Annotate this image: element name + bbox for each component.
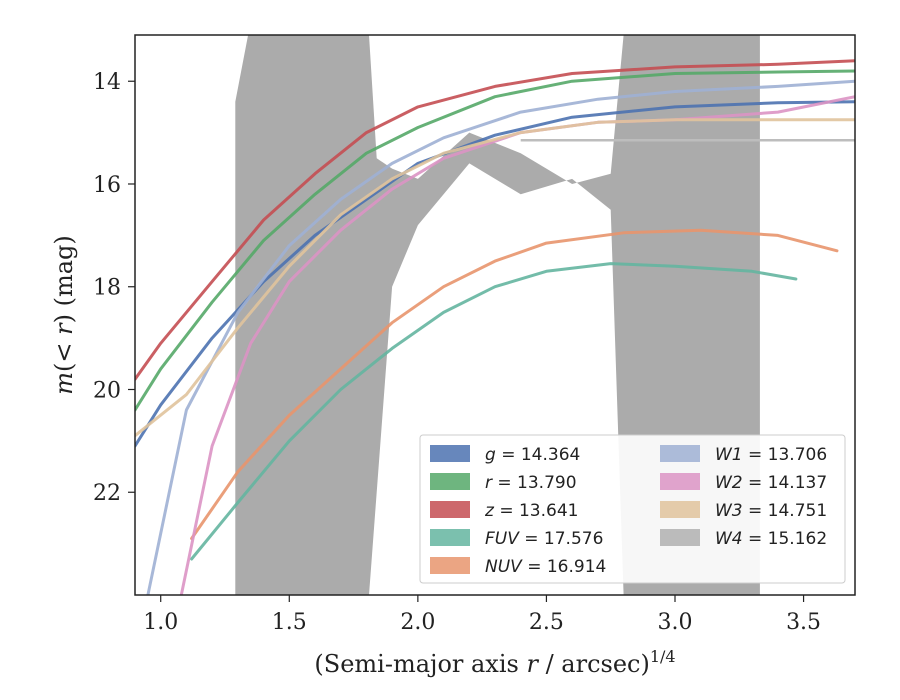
y-tick-label: 22 xyxy=(93,481,121,506)
legend-swatch-g xyxy=(430,445,470,462)
plot-frame xyxy=(134,34,856,596)
legend-swatch-nuv xyxy=(430,557,470,574)
x-tick-label: 1.0 xyxy=(143,610,178,635)
legend-label-w1: W1 = 13.706 xyxy=(715,445,827,465)
legend-box xyxy=(419,434,846,584)
series-line-g xyxy=(135,100,855,448)
x-tick-label: 2.0 xyxy=(400,610,435,635)
legend-swatch-w1 xyxy=(660,445,700,462)
y-tick-label: 16 xyxy=(93,173,121,198)
x-tick-label: 1.5 xyxy=(272,610,307,635)
legend-label-w4: W4 = 15.162 xyxy=(715,529,827,549)
x-tick-label: 2.5 xyxy=(529,610,564,635)
x-axis-label: (Semi-major axis r / arcsec)1/4 xyxy=(314,647,675,678)
series-line-w1 xyxy=(146,79,855,595)
y-tick-label: 18 xyxy=(93,276,121,301)
legend-label-nuv: NUV = 16.914 xyxy=(485,557,606,577)
y-axis-label: m(< r) (mag) xyxy=(50,235,78,395)
series-line-nuv xyxy=(190,228,839,540)
legend-swatch-w2 xyxy=(660,473,700,490)
legend-label-g: g = 14.364 xyxy=(485,445,580,465)
series-lines xyxy=(135,59,855,595)
series-line-z xyxy=(135,59,855,381)
legend-label-fuv: FUV = 17.576 xyxy=(485,529,603,549)
legend-swatch-z xyxy=(430,501,470,518)
legend-swatch-r xyxy=(430,473,470,490)
axis-ticks: 1.0 1.5 2.0 2.5 3.0 3.5 14 16 18 20 22 xyxy=(93,70,821,635)
legend-swatch-w4 xyxy=(660,529,700,546)
legend-label-w3: W3 = 14.751 xyxy=(715,501,827,521)
legend-label-z: z = 13.641 xyxy=(484,501,578,521)
y-tick-label: 20 xyxy=(93,378,121,403)
legend-label-w2: W2 = 14.137 xyxy=(715,473,827,493)
series-line-w3 xyxy=(135,118,855,438)
x-tick-label: 3.5 xyxy=(786,610,821,635)
legend-label-r: r = 13.790 xyxy=(485,473,577,493)
legend: g = 14.364 r = 13.790 z = 13.641 FUV = 17.5… xyxy=(419,434,846,584)
legend-swatch-w3 xyxy=(660,501,700,518)
series-line-fuv xyxy=(190,262,798,561)
x-tick-label: 3.0 xyxy=(658,610,693,635)
legend-swatch-fuv xyxy=(430,529,470,546)
y-tick-label: 14 xyxy=(93,70,121,95)
series-line-r xyxy=(135,69,855,412)
